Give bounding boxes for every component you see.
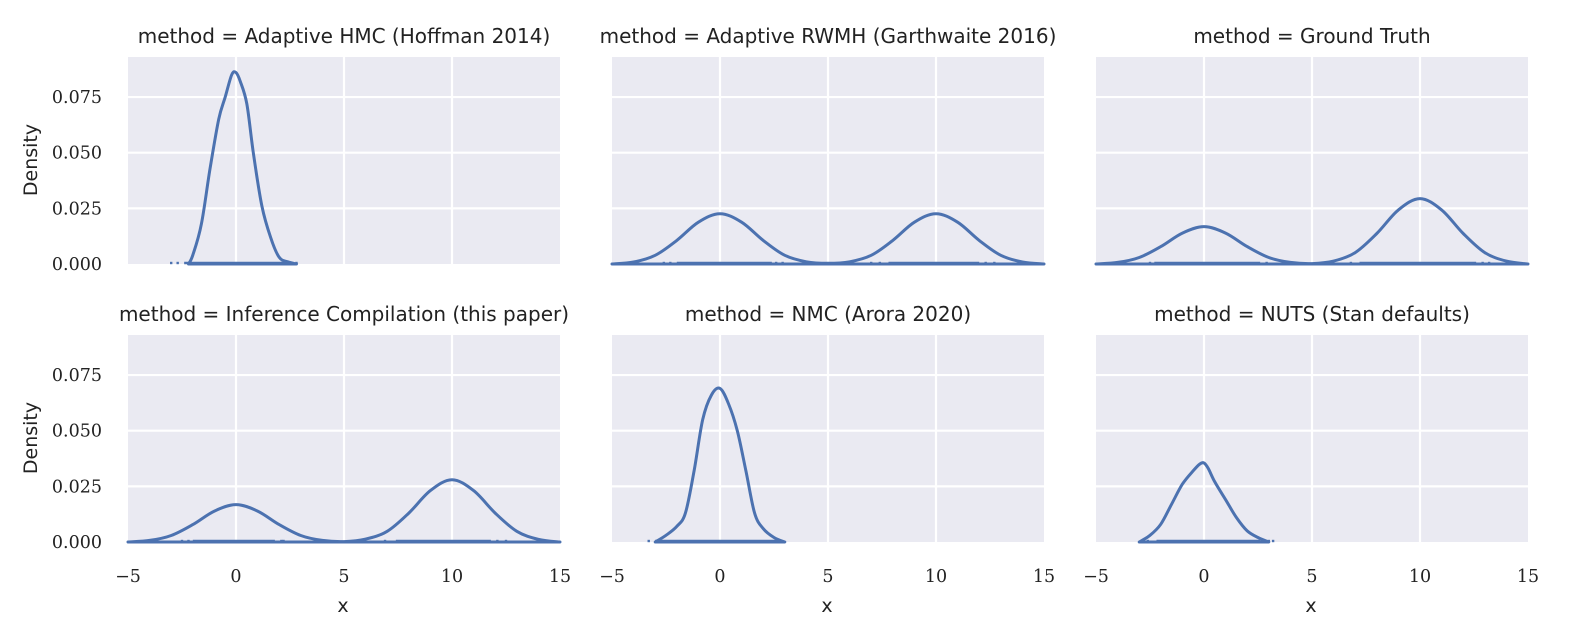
density-curve (1094, 197, 1530, 266)
x-axis-label-col-1: x (337, 595, 348, 617)
density-curve (610, 212, 1046, 266)
x-tick-label: 5 (822, 567, 833, 587)
x-tick-label: −5 (1083, 567, 1109, 587)
y-tick-label: 0.075 (52, 88, 102, 108)
facet-panel-4: method = Inference Compilation (this pap… (52, 302, 571, 587)
x-tick-label: 5 (338, 567, 349, 587)
x-axis-label-col-2: x (821, 595, 832, 617)
facet-title: method = Inference Compilation (this pap… (119, 302, 569, 326)
facet-panel-5: method = NMC (Arora 2020) −5 0 5 10 15 (599, 302, 1055, 587)
facet-title: method = NMC (Arora 2020) (685, 302, 971, 326)
y-tick-label: 0.025 (52, 199, 102, 219)
x-tick-label: 15 (1033, 567, 1055, 587)
x-tick-label: −5 (115, 567, 141, 587)
y-tick-label: 0.050 (52, 422, 102, 442)
facet-panel-6: method = NUTS (Stan defaults) −5 0 5 10 15 (1083, 302, 1539, 587)
y-tick-label: 0.025 (52, 477, 102, 497)
x-tick-label: 0 (230, 567, 241, 587)
x-axis-label-col-3: x (1305, 595, 1316, 617)
x-tick-label: 10 (1409, 567, 1431, 587)
density-curve (1137, 461, 1271, 544)
y-tick-label: 0.000 (52, 533, 102, 553)
panel-grid: method = Adaptive HMC (Hoffman 2014) 0.00… (52, 24, 1539, 587)
facet-title: method = Ground Truth (1193, 24, 1430, 48)
y-axis-label-bottom: Density (20, 402, 42, 474)
y-tick-label: 0.000 (52, 255, 102, 275)
density-curve (187, 70, 298, 266)
x-tick-label: 10 (925, 567, 947, 587)
x-tick-label: 5 (1306, 567, 1317, 587)
x-tick-label: −5 (599, 567, 625, 587)
x-tick-label: 0 (714, 567, 725, 587)
x-tick-label: 10 (441, 567, 463, 587)
facet-title: method = NUTS (Stan defaults) (1154, 302, 1470, 326)
y-tick-label: 0.050 (52, 144, 102, 164)
x-tick-label: 15 (549, 567, 571, 587)
facet-panel-1: method = Adaptive HMC (Hoffman 2014) 0.00… (52, 24, 560, 275)
facet-panel-3: method = Ground Truth (1094, 24, 1530, 266)
density-curve (126, 478, 562, 544)
density-curve (653, 386, 787, 544)
x-tick-label: 0 (1198, 567, 1209, 587)
x-tick-label: 15 (1517, 567, 1539, 587)
y-axis-label-top: Density (20, 124, 42, 196)
facet-title: method = Adaptive HMC (Hoffman 2014) (138, 24, 551, 48)
facet-title: method = Adaptive RWMH (Garthwaite 2016) (600, 24, 1057, 48)
y-tick-label: 0.075 (52, 366, 102, 386)
facet-panel-2: method = Adaptive RWMH (Garthwaite 2016) (600, 24, 1057, 266)
